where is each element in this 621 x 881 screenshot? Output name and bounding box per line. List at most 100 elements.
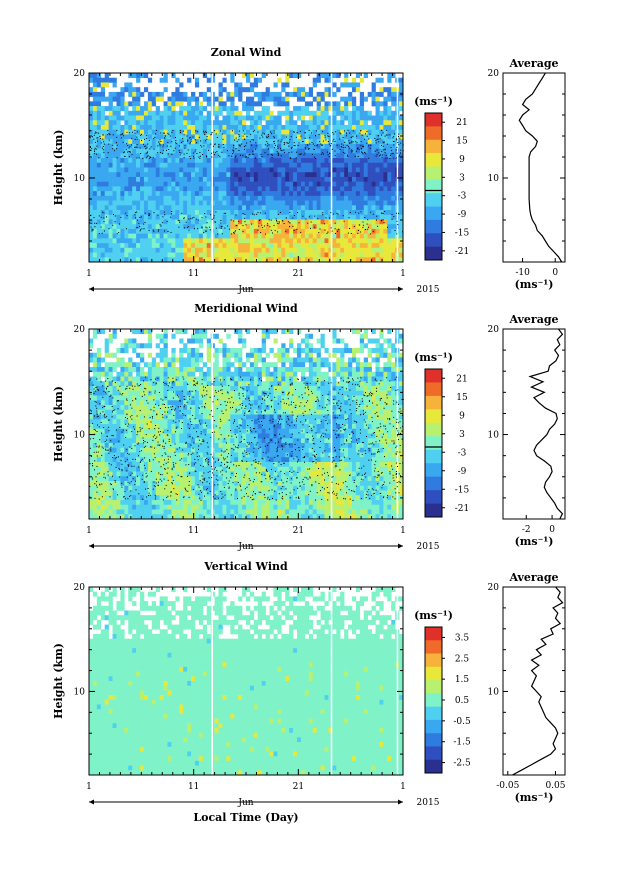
profile-x-label: (ms⁻¹) (515, 791, 554, 804)
colorbar-tick-label: -9 (458, 467, 467, 477)
x-tick-label: 21 (293, 782, 304, 792)
colorbar-tick-label: -0.5 (453, 717, 471, 727)
panel-title: Vertical Wind (203, 560, 288, 573)
y-tick-label: 10 (74, 687, 86, 697)
profile-title: Average (508, 571, 558, 584)
colorbar-swatch (425, 369, 442, 383)
colorbar-swatch (425, 680, 442, 694)
y-tick-label: 10 (74, 431, 86, 441)
colorbar-tick-label: -3 (458, 448, 467, 458)
profile-y-tick-label: 20 (488, 325, 500, 335)
profile-x-tick-label: 0 (552, 268, 558, 278)
panel-title: Zonal Wind (211, 46, 282, 59)
colorbar-swatch (425, 463, 442, 477)
colorbar-swatch (425, 504, 442, 518)
colorbar-tick-label: 1.5 (455, 675, 470, 685)
x-tick-label: 1 (86, 526, 92, 536)
profile-x-tick-label: -0.05 (496, 781, 519, 791)
x-axis-label: Local Time (Day) (193, 811, 298, 824)
colorbar-tick-label: 3 (459, 173, 465, 183)
colorbar-swatch (425, 409, 442, 423)
x-tick-label: 1 (400, 526, 406, 536)
colorbar-swatch (425, 627, 442, 641)
profile-x-tick-label: 0.05 (545, 781, 565, 791)
x-tick-label: 11 (188, 269, 199, 279)
profile-title: Average (508, 313, 558, 326)
colorbar-swatch (425, 396, 442, 410)
heatmap-cells (89, 587, 403, 775)
colorbar-tick-label: 0.5 (455, 696, 470, 706)
heatmap-cells (89, 73, 403, 262)
colorbar-unit: (ms⁻¹) (414, 609, 453, 622)
colorbar-tick-label: -15 (455, 485, 470, 495)
colorbar-swatch (425, 247, 442, 261)
x-tick-label: 11 (188, 526, 199, 536)
x-tick-label: 1 (86, 269, 92, 279)
profile-y-tick-label: 10 (488, 687, 500, 697)
colorbar-tick-label: 21 (456, 374, 467, 384)
profile-frame (503, 73, 565, 262)
profile-panel: Average 10 20 -0.05 0.05(ms⁻¹) (488, 571, 566, 804)
colorbar-swatch (425, 233, 442, 247)
colorbar-swatch (425, 113, 442, 127)
colorbar-tick-label: -2.5 (453, 759, 471, 769)
month-label: Jun (237, 285, 253, 295)
colorbar-swatch (425, 490, 442, 504)
profile-y-tick-label: 20 (488, 583, 500, 593)
colorbar-swatch (425, 720, 442, 734)
profile-x-label: (ms⁻¹) (515, 278, 554, 291)
profile-y-tick-label: 10 (488, 431, 500, 441)
y-tick-label: 20 (74, 325, 86, 335)
colorbar-swatch (425, 450, 442, 464)
x-tick-label: 11 (188, 782, 199, 792)
profile-y-tick-label: 20 (488, 69, 500, 79)
colorbar-swatch (425, 693, 442, 707)
x-tick-label: 1 (400, 269, 406, 279)
x-tick-label: 21 (293, 269, 304, 279)
profile-line (513, 587, 563, 775)
panel-title: Meridional Wind (194, 302, 298, 315)
colorbar-tick-label: 9 (459, 155, 465, 165)
colorbar-tick-label: -9 (458, 210, 467, 220)
colorbar-swatch (425, 733, 442, 747)
colorbar-swatch (425, 436, 442, 450)
colorbar-tick-label: -21 (455, 504, 470, 514)
colorbar-swatch (425, 180, 442, 194)
y-tick-label: 20 (74, 69, 86, 79)
profile-x-tick-label: 0 (549, 525, 555, 535)
profile-x-label: (ms⁻¹) (515, 535, 554, 548)
colorbar-tick-label: -15 (455, 228, 470, 238)
profile-panel: Average 10 20 -2 0(ms⁻¹) (488, 313, 565, 548)
y-tick-label: 20 (74, 583, 86, 593)
year-label: 2015 (417, 285, 440, 295)
colorbar-unit: (ms⁻¹) (414, 95, 453, 108)
x-tick-label: 1 (86, 782, 92, 792)
colorbar: (ms⁻¹)3.52.51.50.5-0.5-1.5-2.5 (414, 609, 471, 773)
profile-title: Average (508, 57, 558, 70)
y-tick-label: 10 (74, 174, 86, 184)
colorbar-swatch (425, 126, 442, 140)
colorbar-tick-label: 15 (456, 137, 468, 147)
colorbar-swatch (425, 382, 442, 396)
colorbar-swatch (425, 153, 442, 167)
profile-line (519, 73, 561, 262)
colorbar-tick-label: 21 (456, 118, 467, 128)
colorbar-swatch (425, 140, 442, 154)
colorbar-swatch (425, 707, 442, 721)
colorbar-swatch (425, 477, 442, 491)
colorbar-swatch (425, 654, 442, 668)
x-tick-label: 21 (293, 526, 304, 536)
colorbar-tick-label: 3 (459, 430, 465, 440)
month-label: Jun (237, 798, 253, 808)
colorbar-tick-label: 2.5 (455, 654, 470, 664)
x-tick-label: 1 (400, 782, 406, 792)
colorbar-swatch (425, 193, 442, 207)
profile-x-tick-label: -2 (522, 525, 531, 535)
year-label: 2015 (417, 542, 440, 552)
